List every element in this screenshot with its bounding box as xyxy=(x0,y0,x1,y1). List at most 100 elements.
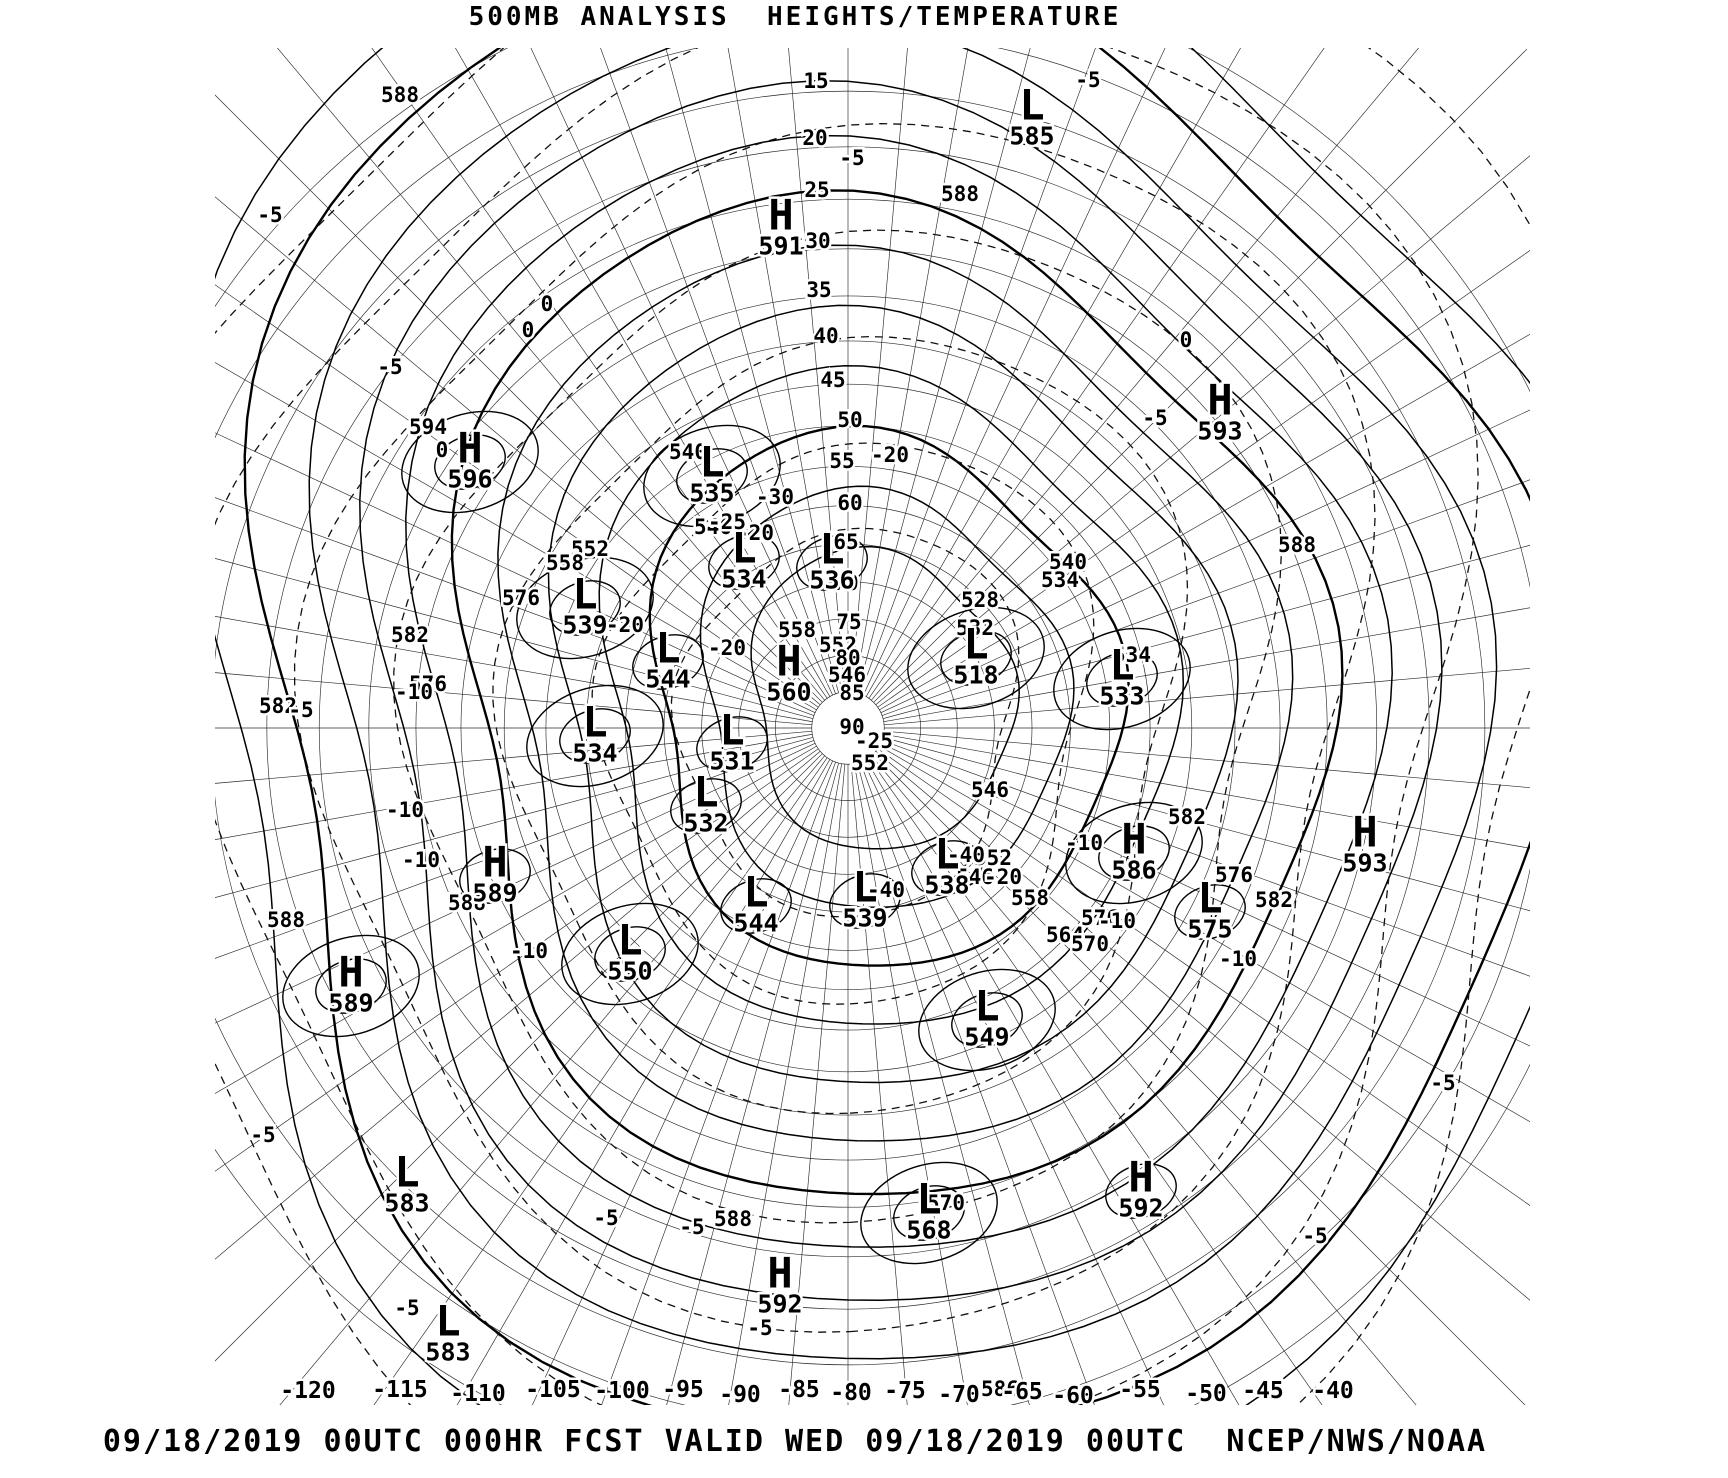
pressure-center-letter: L xyxy=(693,768,718,817)
height-contour xyxy=(243,48,1530,1405)
meridian-line xyxy=(882,544,1530,719)
temp-contour-label: -40 xyxy=(947,843,985,867)
meridian-line xyxy=(862,48,1166,696)
meridian-line xyxy=(215,740,815,959)
height-contour-label: 582 xyxy=(259,694,297,718)
temp-contour-label: -10 xyxy=(1065,831,1103,855)
pressure-center-value: 589 xyxy=(328,989,373,1018)
pressure-center-value: 583 xyxy=(384,1189,429,1218)
lat-label: 85 xyxy=(839,681,864,705)
height-contour xyxy=(308,48,1498,1360)
meridian-line xyxy=(215,733,813,840)
meridian-line xyxy=(879,333,1530,711)
pressure-center-letter: L xyxy=(852,863,877,912)
meridian-line xyxy=(850,763,908,1405)
height-contour-label: 534 xyxy=(1041,568,1079,592)
footer-caption: 09/18/2019 00UTC 000HR FCST VALID WED 09… xyxy=(102,1424,1488,1459)
center-contour-ring xyxy=(1086,651,1158,707)
meridian-line xyxy=(870,48,1420,701)
center-contour-ring xyxy=(860,1161,998,1265)
meridian-line xyxy=(860,48,1096,695)
center-contour-ring xyxy=(549,580,621,636)
lat-label: 65 xyxy=(833,530,858,554)
meridian-line xyxy=(883,733,1530,849)
temp-contour-label: -5 xyxy=(250,1123,275,1147)
meridian-line xyxy=(215,742,816,1024)
lon-label: -45 xyxy=(1242,1378,1284,1404)
temp-contour-label: -30 xyxy=(756,485,794,509)
pressure-center-letter: H xyxy=(776,637,801,686)
meridian-line xyxy=(865,759,1240,1405)
height-contour-label: 546 xyxy=(971,778,1009,802)
lat-label: 15 xyxy=(803,69,828,93)
lon-label: -90 xyxy=(719,1382,761,1408)
height-contour xyxy=(215,48,1530,1405)
meridian-line xyxy=(850,48,908,693)
meridian-line xyxy=(215,362,817,711)
temp-contour-label: -5 xyxy=(593,1206,618,1230)
height-contour-label: 588 xyxy=(1278,533,1316,557)
height-contour-label: 582 xyxy=(391,623,429,647)
pressure-center-letter: H xyxy=(457,424,482,473)
center-contour-ring xyxy=(1098,825,1170,881)
meridian-line xyxy=(666,762,839,1405)
height-contour xyxy=(750,545,1020,850)
temp-contour xyxy=(393,229,1282,1224)
pressure-center-letter: L xyxy=(974,982,999,1031)
temp-contour-label: -20 xyxy=(708,636,746,660)
meridian-line xyxy=(530,48,834,696)
pressure-center-letter: L xyxy=(1197,874,1222,923)
pressure-center-letter: L xyxy=(934,830,959,879)
pressure-center-value: 593 xyxy=(1197,417,1242,446)
meridian-line xyxy=(877,748,1530,1206)
height-contour-label: 552 xyxy=(974,846,1012,870)
pressure-center-letter: L xyxy=(731,524,756,573)
center-contour-ring xyxy=(643,424,781,528)
height-contour-label: 582 xyxy=(1255,888,1293,912)
center-contour-ring xyxy=(1105,1163,1177,1219)
lat-label: 80 xyxy=(835,646,860,670)
height-contour xyxy=(405,134,1393,1248)
height-contour-label: 570 xyxy=(1071,932,1109,956)
pressure-center-value: 539 xyxy=(562,611,607,640)
pressure-center-letter: H xyxy=(1207,376,1232,425)
pressure-center-letter: L xyxy=(582,698,607,747)
pressure-center-value: 583 xyxy=(425,1338,470,1367)
pressure-center-letter: L xyxy=(572,570,597,619)
meridian-line xyxy=(215,737,814,898)
height-contour xyxy=(598,364,1185,1025)
lon-label: -105 xyxy=(525,1377,580,1403)
center-contour-ring xyxy=(315,958,387,1014)
pressure-center-value: 575 xyxy=(1187,915,1232,944)
meridian-line xyxy=(883,730,1530,788)
pressure-center-value: 592 xyxy=(757,1290,802,1319)
lat-label: 30 xyxy=(805,229,830,253)
meridian-line xyxy=(875,750,1530,1301)
temp-contour-label: -25 xyxy=(708,510,746,534)
map-labels: 5885885945405465525585765825825765585525… xyxy=(248,66,1458,1412)
center-contours xyxy=(282,410,1246,1265)
center-contour-ring xyxy=(561,902,699,1006)
meridian-line xyxy=(215,753,823,1362)
meridian-line xyxy=(215,497,815,716)
meridian-line xyxy=(853,48,969,693)
height-contour-label: 532 xyxy=(956,616,994,640)
center-contour-ring xyxy=(911,840,983,896)
center-contour-ring xyxy=(632,634,704,690)
meridian-line xyxy=(215,558,814,719)
center-contour-ring xyxy=(1053,627,1191,731)
meridian-line xyxy=(215,750,821,1260)
meridian-line xyxy=(215,196,821,706)
